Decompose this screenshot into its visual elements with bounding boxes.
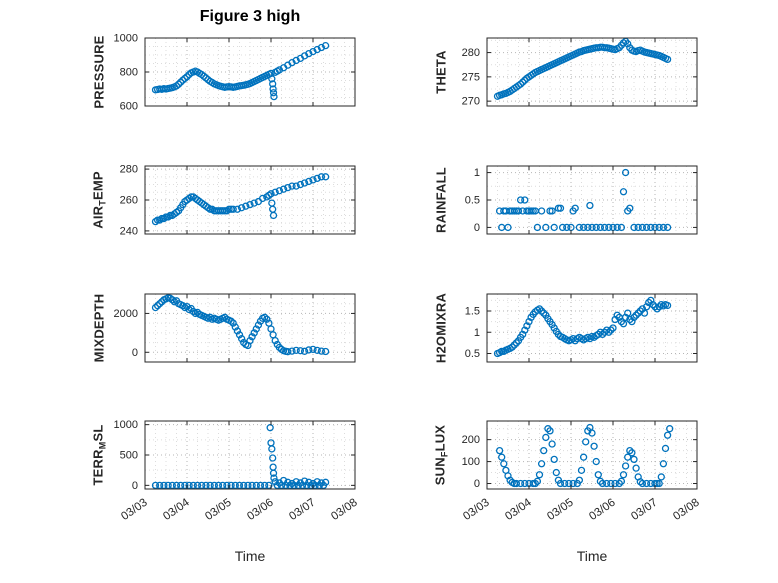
mixdepth-ylabel: MIXDEPTH — [91, 293, 107, 363]
svg-text:280: 280 — [120, 164, 138, 176]
svg-text:03/05: 03/05 — [545, 497, 575, 523]
svg-text:0: 0 — [474, 478, 480, 490]
svg-text:280: 280 — [462, 47, 480, 59]
svg-text:0: 0 — [474, 222, 480, 234]
svg-text:0: 0 — [132, 347, 138, 359]
svg-text:03/07: 03/07 — [629, 497, 659, 523]
svg-text:800: 800 — [120, 67, 138, 79]
svg-text:03/08: 03/08 — [671, 497, 701, 523]
terr-msl-plot: 0 500 1000 03/03 03/04 03/05 03/06 03/07 03/08 — [114, 419, 360, 523]
svg-text:03/03: 03/03 — [461, 497, 491, 523]
h2omixra-ylabel: H2OMIXRA — [433, 292, 449, 364]
theta-ylabel: THETA — [433, 50, 449, 94]
sun-flux-plot: 0 100 200 03/03 03/04 03/05 03/06 03/07 03/08 — [461, 420, 702, 523]
h2omixra-plot: 0.5 1 1.5 — [465, 293, 698, 363]
svg-text:03/04: 03/04 — [161, 496, 192, 523]
terr-msl-ylabel: TERRMSL — [90, 424, 108, 486]
svg-text:500: 500 — [120, 450, 138, 462]
mixdepth-plot: 0 2000 — [114, 293, 356, 363]
svg-text:240: 240 — [120, 225, 138, 237]
svg-text:1000: 1000 — [114, 419, 138, 431]
air-temp-ylabel: AIRTEMP — [90, 171, 108, 229]
svg-text:03/06: 03/06 — [587, 497, 617, 523]
svg-text:600: 600 — [120, 101, 138, 113]
sun-flux-ylabel: SUNFLUX — [432, 424, 450, 486]
svg-text:0.5: 0.5 — [465, 348, 480, 360]
air-temp-plot: 240 260 280 — [120, 164, 356, 237]
svg-text:1: 1 — [474, 167, 480, 179]
pressure-plot: 600 800 1000 — [114, 33, 356, 113]
rainfall-ylabel: RAINFALL — [433, 167, 449, 233]
svg-text:1.5: 1.5 — [465, 306, 480, 318]
svg-text:200: 200 — [462, 434, 480, 446]
svg-text:03/06: 03/06 — [245, 497, 275, 523]
svg-text:2000: 2000 — [114, 308, 138, 320]
svg-text:03/08: 03/08 — [329, 497, 359, 523]
pressure-ylabel: PRESSURE — [91, 35, 107, 109]
svg-text:0: 0 — [132, 480, 138, 492]
subplot-air-temp: AIRTEMP 240 260 280 — [91, 164, 356, 237]
svg-text:1000: 1000 — [114, 33, 138, 45]
figure-title: Figure 3 high — [199, 8, 301, 25]
svg-text:100: 100 — [462, 456, 480, 468]
theta-plot: 270 275 280 — [462, 37, 698, 108]
svg-text:275: 275 — [462, 71, 480, 83]
subplot-theta: THETA 270 275 280 — [434, 37, 698, 108]
svg-text:03/07: 03/07 — [287, 497, 317, 523]
subplot-pressure: PRESSURE 600 800 1000 — [92, 33, 356, 113]
rainfall-plot: 00.51 — [465, 165, 698, 235]
svg-text:1: 1 — [474, 327, 480, 339]
svg-text:03/05: 03/05 — [203, 497, 233, 523]
xlabel-right: Time — [576, 548, 608, 564]
svg-text:03/03: 03/03 — [119, 497, 149, 523]
xlabel-left: Time — [234, 548, 266, 564]
svg-text:270: 270 — [462, 96, 480, 108]
subplot-terr-msl: TERRMSL 0 500 1000 03/03 03/04 03/05 03/06 03/0… — [91, 419, 360, 523]
svg-text:260: 260 — [120, 195, 138, 207]
svg-text:0.5: 0.5 — [465, 195, 480, 207]
svg-text:03/04: 03/04 — [503, 496, 534, 523]
subplot-mixdepth: MIXDEPTH 0 2000 — [92, 293, 356, 363]
subplot-h2omixra: H2OMIXRA 0.5 1 1.5 — [434, 293, 698, 363]
subplot-sun-flux: SUNFLUX 0 100 200 03/03 03/04 03/05 03/06 03/07… — [433, 420, 702, 523]
subplot-rainfall: RAINFALL 0 0.5 1 — [434, 165, 698, 235]
